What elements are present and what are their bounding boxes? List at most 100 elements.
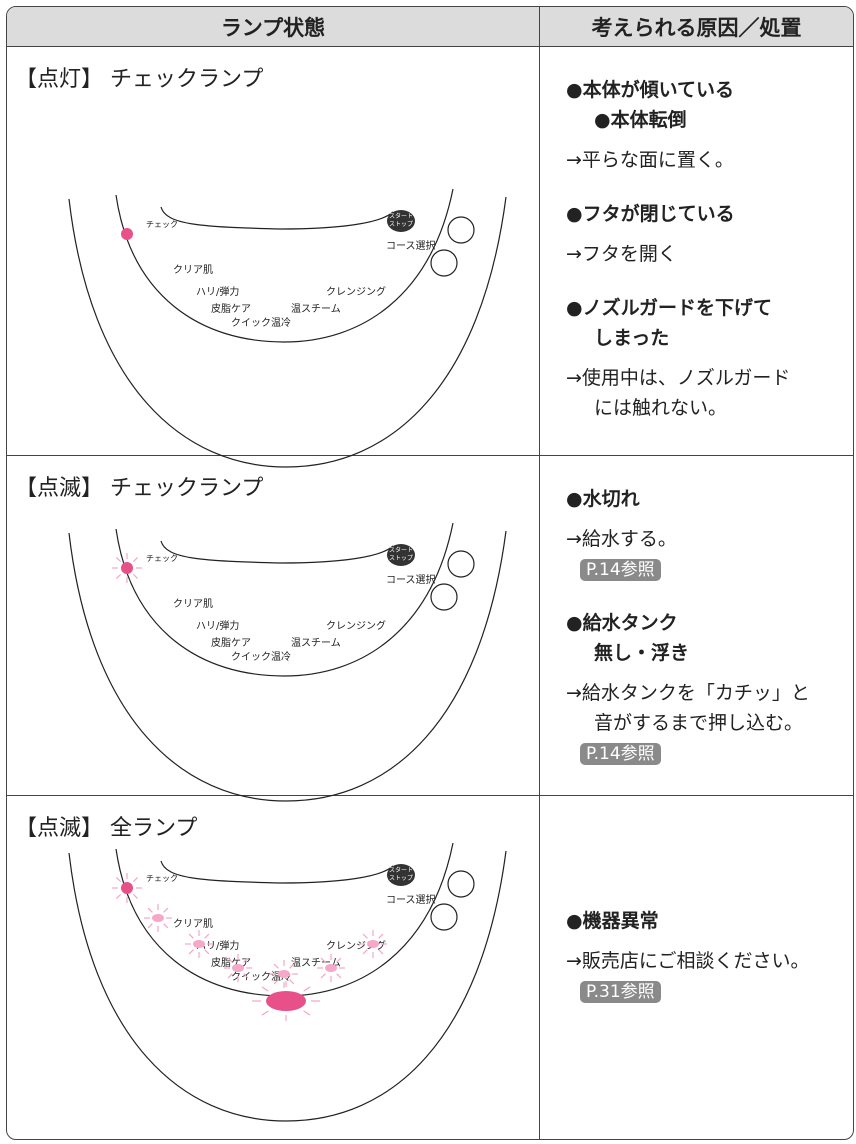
lamp-ray <box>147 907 153 913</box>
lamp-ray <box>188 949 194 955</box>
action-text: →使用中は、ノズルガード <box>566 367 791 389</box>
panel-top <box>160 206 394 230</box>
header-cell: 考えられる原因／処置 <box>539 7 853 47</box>
lamp-ray <box>163 907 169 913</box>
panel-label: スタート <box>389 866 413 874</box>
panel-outline <box>68 850 507 1122</box>
lamp-ray <box>132 556 139 563</box>
lamp-ray <box>320 973 326 979</box>
panel-inner <box>115 522 454 677</box>
panel-label: ハリ/弾力 <box>196 619 239 632</box>
panel-label: 温スチーム <box>291 637 341 649</box>
panel-inner <box>115 188 454 343</box>
lamp-ray <box>273 979 279 985</box>
panel-label: 皮脂ケア <box>211 302 251 315</box>
button <box>430 903 458 931</box>
cause-block: ●給水タンク無し・浮き →給水タンクを「カチッ」と音がするまで押し込む。 P.14参… <box>566 608 853 768</box>
button <box>430 583 458 611</box>
action-text: →平らな面に置く。 <box>566 149 734 171</box>
lamp-state: 【点滅】 全ランプ <box>15 816 198 841</box>
control-panel-diagram: スタートストップチェックコース選択クリア肌ハリ/弾力皮脂ケアクイック温冷温スチー… <box>68 842 507 1122</box>
lamp-ray <box>289 963 295 969</box>
causes-cell: ●機器異常 →販売店にご相談ください。 P.31参照 <box>539 796 853 1139</box>
panel-label: クレンジング <box>326 285 386 298</box>
cause-text: ●ノズルガードを下げて <box>566 297 773 319</box>
panel-label: スタート <box>389 546 413 554</box>
cause-block: ●機器異常 →販売店にご相談ください。 P.31参照 <box>566 906 853 1006</box>
lamp-ray <box>303 986 311 992</box>
panel-label: コース選択 <box>386 239 436 252</box>
cause-text: ●本体転倒 <box>594 109 687 131</box>
lamp-ray <box>261 986 269 992</box>
panel-label: ハリ/弾力 <box>196 939 239 952</box>
lamp-ray <box>227 973 233 979</box>
button <box>430 249 458 277</box>
lamp <box>325 964 337 972</box>
lamp-ray <box>336 957 342 963</box>
page-ref: P.31参照 <box>580 980 661 1003</box>
panel-label: コース選択 <box>386 573 436 586</box>
start-stop-button <box>387 544 415 566</box>
panel-label: クリア肌 <box>173 598 213 610</box>
panel-label: クイック温冷 <box>231 316 291 329</box>
lamp-ray <box>378 933 384 939</box>
lamp-ray <box>243 973 249 979</box>
lamp-ray <box>261 1010 269 1016</box>
action: →給水タンクを「カチッ」と音がするまで押し込む。 <box>566 678 853 738</box>
cause-text: ●本体が傾いている <box>566 79 735 101</box>
lamp-ray <box>163 923 169 929</box>
panel-label: 皮脂ケア <box>211 636 251 649</box>
action-text: 音がするまで押し込む。 <box>594 712 804 734</box>
cause-block: ●ノズルガードを下げて しまった →使用中は、ノズルガード には触れない。 <box>566 293 853 423</box>
lamp-ray <box>362 949 368 955</box>
panel-label: チェック <box>146 874 178 883</box>
cause-block: ●水切れ →給水する。 P.14参照 <box>566 484 853 584</box>
panel-label: チェック <box>146 554 178 563</box>
lamp-ray <box>147 923 153 929</box>
panel-top <box>160 860 394 884</box>
cause-text: 無し・浮き <box>594 642 690 664</box>
lamp-state: 【点滅】 チェックランプ <box>15 476 264 501</box>
action: →平らな面に置く。 <box>566 145 853 175</box>
lamp-ray <box>115 556 122 563</box>
lamp-ray <box>320 957 326 963</box>
lamp-ray <box>273 963 279 969</box>
panel-label: 温スチーム <box>291 303 341 315</box>
button <box>447 550 475 578</box>
table-row: 【点滅】 チェックランプスタート ストップ チェックコース選択クリア肌ハリ/弾力皮脂… <box>7 456 853 802</box>
lamp-ray <box>362 933 368 939</box>
panel-label: ストップ <box>389 555 413 562</box>
header-cell: ランプ状態 <box>7 7 539 47</box>
action-text: →販売店にご相談ください。 <box>566 949 810 972</box>
action-text: →給水タンクを「カチッ」と <box>566 682 810 704</box>
lamp <box>278 970 290 978</box>
cause-text: ●給水タンク <box>566 612 678 634</box>
lamp-ray <box>188 933 194 939</box>
panel-label: クリア肌 <box>173 918 213 930</box>
causes-cell: ●水切れ →給水する。 P.14参照 ●給水タンク無し・浮き →給水タンクを「カチッ」と… <box>539 456 853 795</box>
panel-label: コース選択 <box>386 893 436 906</box>
lamp-ray <box>115 573 122 580</box>
causes-cell: ●本体が傾いている ●本体転倒 →平らな面に置く。 ●フタが閉じている →フタを開く ●ノ… <box>539 47 853 455</box>
lamp-ray <box>132 893 139 900</box>
lamp-ray <box>115 876 122 883</box>
lamp <box>193 940 205 948</box>
start-stop-button <box>387 210 415 232</box>
lamp <box>232 964 244 972</box>
lamp-ray <box>227 957 233 963</box>
page-ref: P.14参照 <box>580 743 661 765</box>
table-row: 【点灯】 チェックランプ スタート ストップ チェック コース選択 クリア肌 ハリ/弾力 皮脂… <box>7 47 853 468</box>
panel-label: 皮脂ケア <box>211 956 251 969</box>
panel-label: クイック温冷 <box>231 970 291 983</box>
lamp <box>121 562 133 574</box>
lamp-ray <box>132 573 139 580</box>
lamp <box>367 940 379 948</box>
action: →使用中は、ノズルガード には触れない。 <box>566 363 853 423</box>
lamp <box>121 882 133 894</box>
lamp-ray <box>243 957 249 963</box>
lamp-ray <box>378 949 384 955</box>
cause-block: ●フタが閉じている →フタを開く <box>566 199 853 269</box>
action: →給水する。 <box>566 524 853 554</box>
panel-outline <box>68 530 507 802</box>
